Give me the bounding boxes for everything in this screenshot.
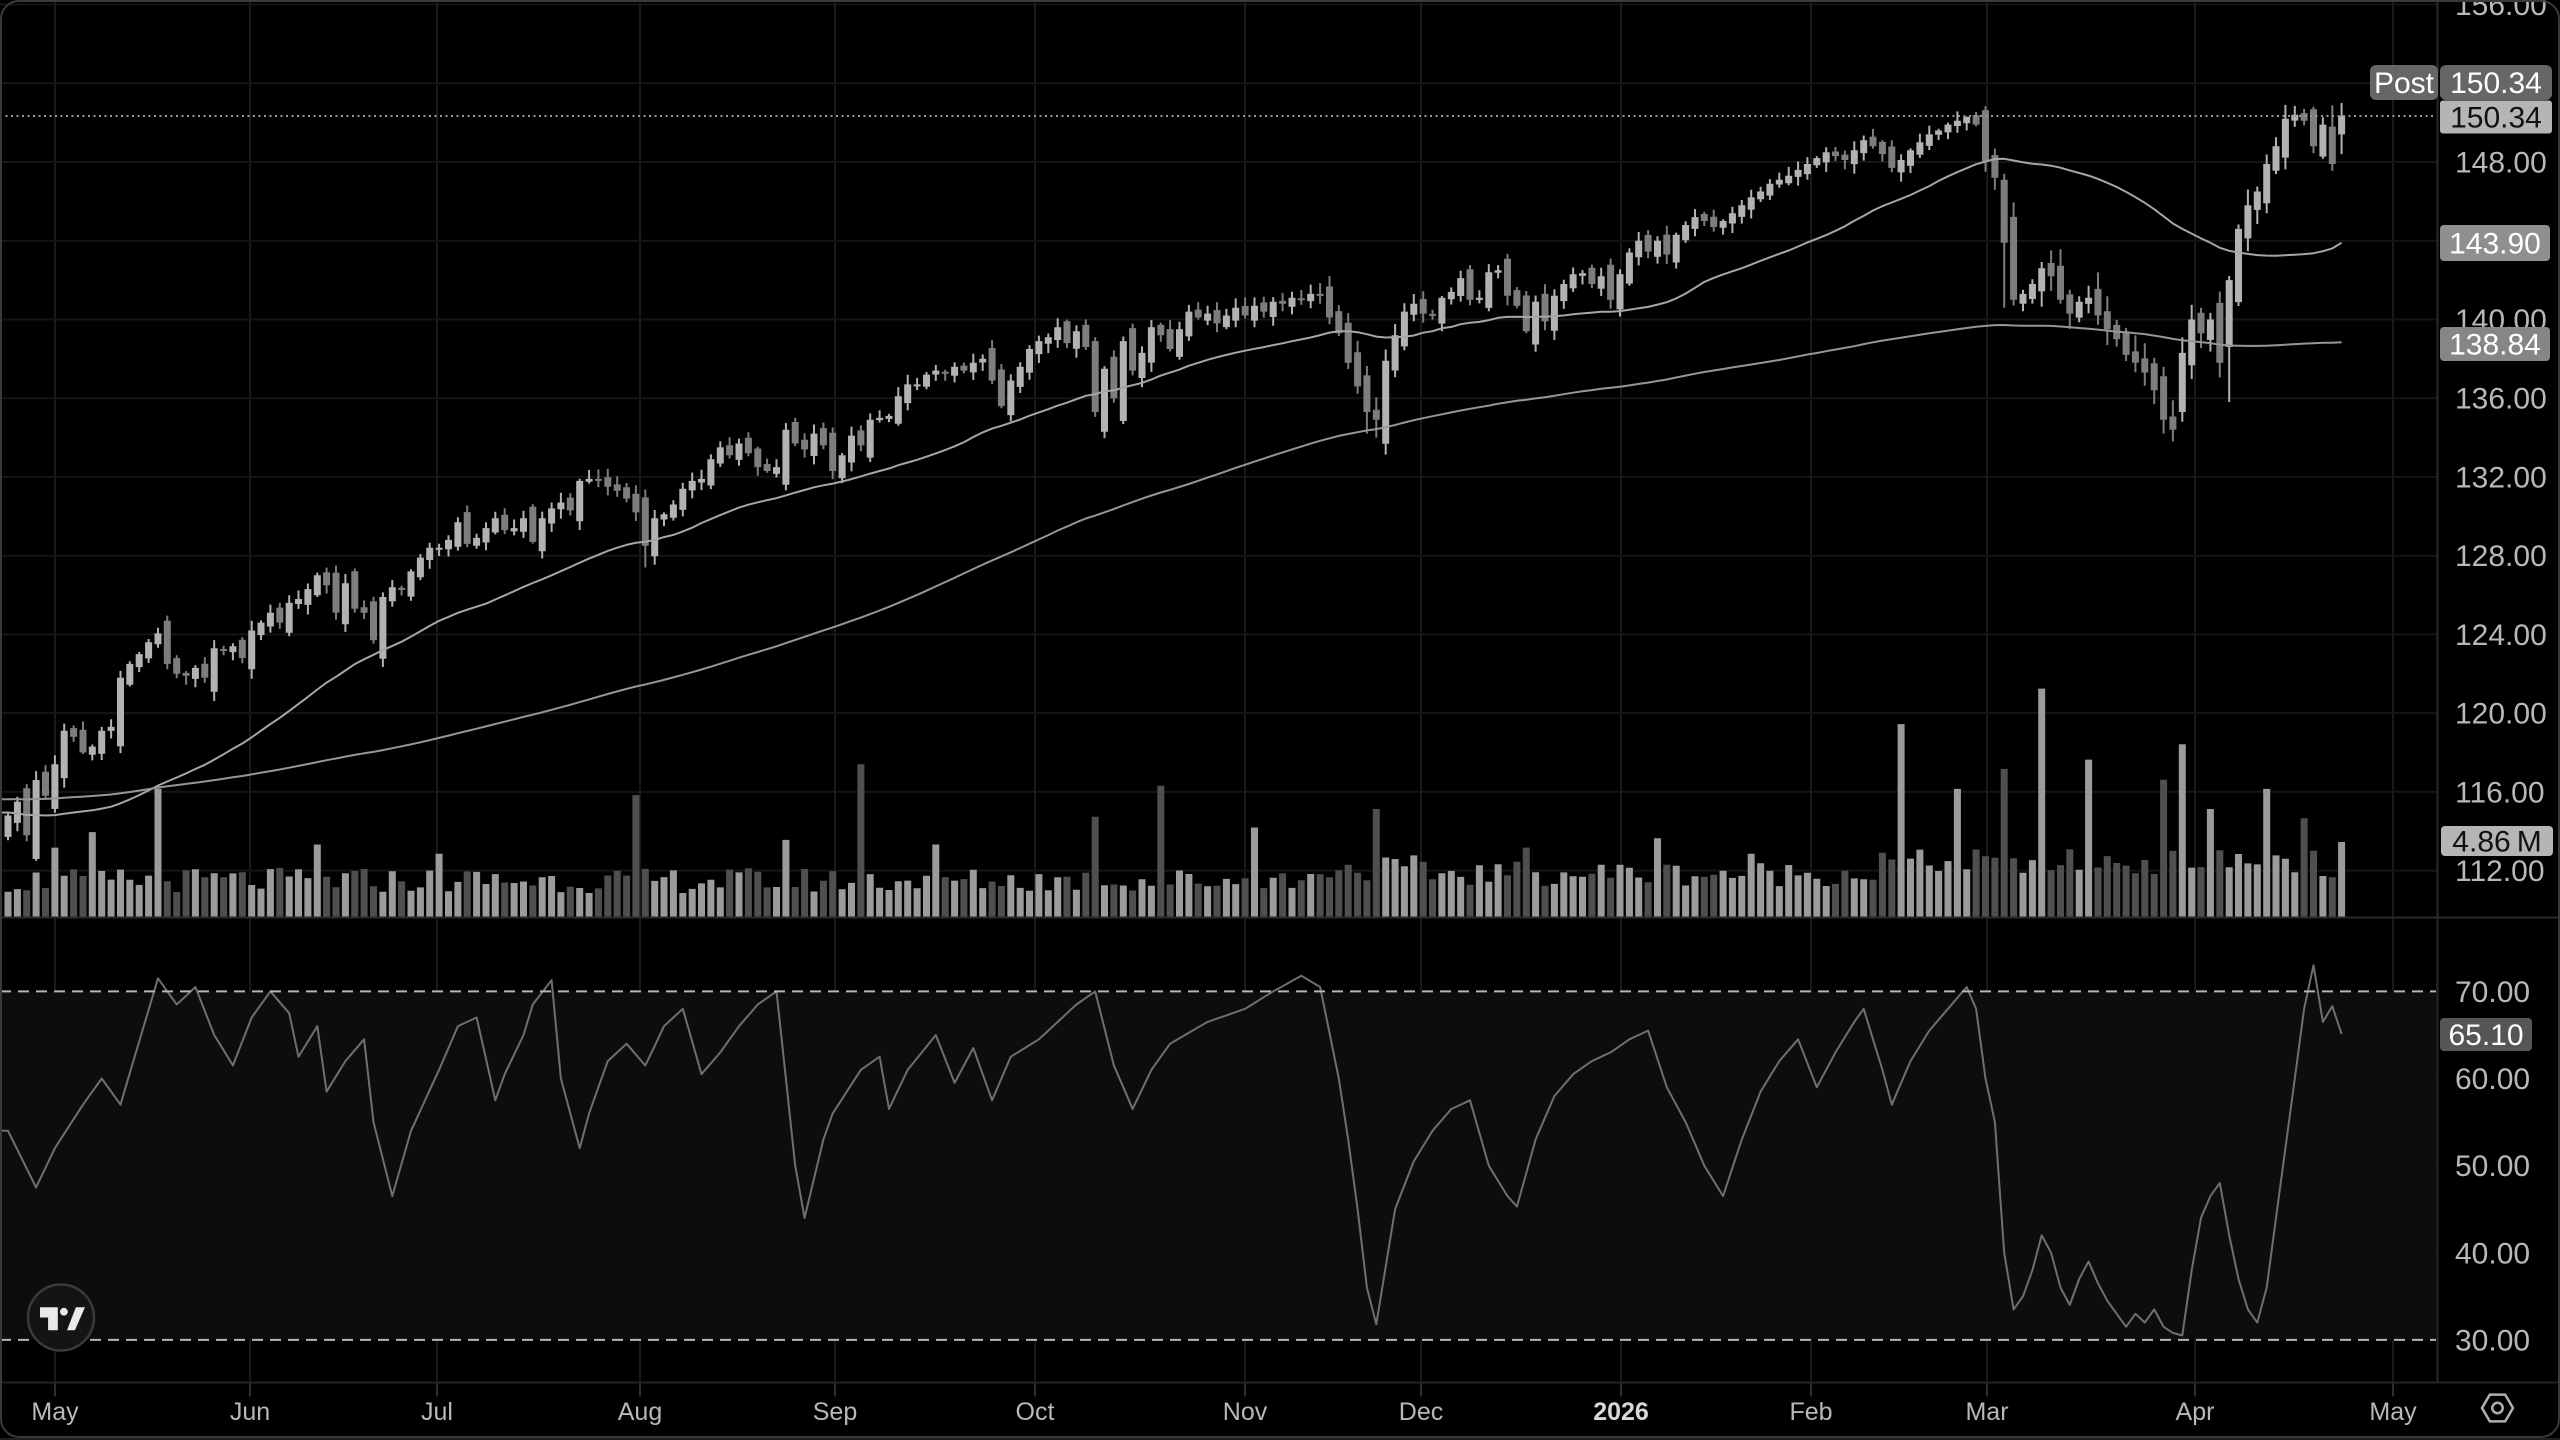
svg-text:143.90: 143.90 xyxy=(2449,228,2541,261)
svg-text:Oct: Oct xyxy=(1016,1398,1055,1426)
svg-text:124.00: 124.00 xyxy=(2455,619,2547,652)
svg-text:40.00: 40.00 xyxy=(2455,1237,2530,1270)
svg-text:150.34: 150.34 xyxy=(2450,67,2542,100)
svg-text:156.00: 156.00 xyxy=(2455,0,2547,22)
svg-text:128.00: 128.00 xyxy=(2455,540,2547,573)
svg-text:Nov: Nov xyxy=(1223,1398,1268,1426)
svg-text:112.00: 112.00 xyxy=(2455,855,2545,888)
svg-text:Jun: Jun xyxy=(230,1398,270,1426)
svg-text:70.00: 70.00 xyxy=(2455,976,2530,1009)
svg-text:132.00: 132.00 xyxy=(2455,461,2547,494)
svg-text:150.34: 150.34 xyxy=(2450,102,2542,135)
svg-text:65.10: 65.10 xyxy=(2448,1019,2523,1052)
svg-text:Jul: Jul xyxy=(421,1398,453,1426)
svg-text:30.00: 30.00 xyxy=(2455,1324,2530,1357)
svg-text:136.00: 136.00 xyxy=(2455,383,2547,416)
svg-text:May: May xyxy=(2369,1398,2417,1426)
svg-text:Dec: Dec xyxy=(1399,1398,1443,1426)
svg-text:138.84: 138.84 xyxy=(2449,329,2541,362)
svg-text:120.00: 120.00 xyxy=(2455,698,2547,731)
svg-text:Mar: Mar xyxy=(1965,1398,2008,1426)
svg-text:4.86 M: 4.86 M xyxy=(2452,826,2541,859)
svg-text:116.00: 116.00 xyxy=(2455,776,2545,809)
svg-text:60.00: 60.00 xyxy=(2455,1063,2530,1096)
svg-text:Feb: Feb xyxy=(1789,1398,1832,1426)
svg-text:50.00: 50.00 xyxy=(2455,1150,2530,1183)
svg-text:Post: Post xyxy=(2374,67,2435,100)
svg-text:2026: 2026 xyxy=(1593,1398,1649,1426)
svg-text:Apr: Apr xyxy=(2176,1398,2215,1426)
svg-text:May: May xyxy=(31,1398,79,1426)
svg-text:Aug: Aug xyxy=(618,1398,662,1426)
svg-text:Sep: Sep xyxy=(813,1398,857,1426)
svg-text:148.00: 148.00 xyxy=(2455,147,2547,180)
